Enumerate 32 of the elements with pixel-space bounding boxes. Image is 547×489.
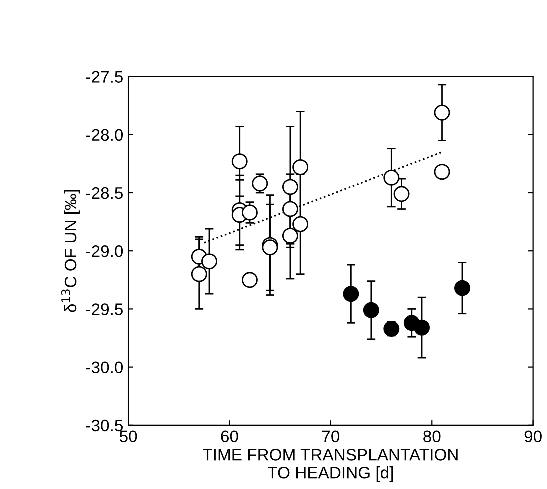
point xyxy=(394,186,410,202)
point xyxy=(343,286,360,302)
x-tick-label: 80 xyxy=(424,430,441,443)
point xyxy=(202,254,218,270)
y-tick-label: -28.0 xyxy=(86,129,124,142)
y-tick-label: -27.5 xyxy=(86,71,123,83)
y-tick-label: -28.5 xyxy=(86,187,123,200)
point xyxy=(414,320,430,336)
point xyxy=(282,228,298,244)
point xyxy=(454,280,470,296)
point xyxy=(434,164,450,180)
point xyxy=(242,204,258,221)
point xyxy=(363,302,380,318)
y-axis-title: δ$^{13}$C OF UN [‰] xyxy=(61,190,80,312)
point xyxy=(292,216,309,232)
x-tick-label: 70 xyxy=(322,430,340,443)
point xyxy=(384,320,400,337)
y-tick-label: -30.0 xyxy=(86,362,124,374)
y-tick-label: -30.5 xyxy=(86,420,123,432)
y-tick-label: -29.5 xyxy=(86,304,123,316)
x-axis-title: TIME FROM TRANSPLANTATION TO HEADING [d] xyxy=(203,449,458,482)
point xyxy=(434,104,450,121)
x-tick-label: 90 xyxy=(524,430,542,443)
point xyxy=(232,154,248,170)
point xyxy=(191,266,208,282)
x-tick-label: 50 xyxy=(120,430,138,443)
point xyxy=(282,201,298,218)
y-tick-label: -29.0 xyxy=(86,246,124,258)
point xyxy=(242,272,258,288)
point xyxy=(384,170,400,186)
x-tick-label: 60 xyxy=(221,430,238,443)
point xyxy=(282,179,298,196)
